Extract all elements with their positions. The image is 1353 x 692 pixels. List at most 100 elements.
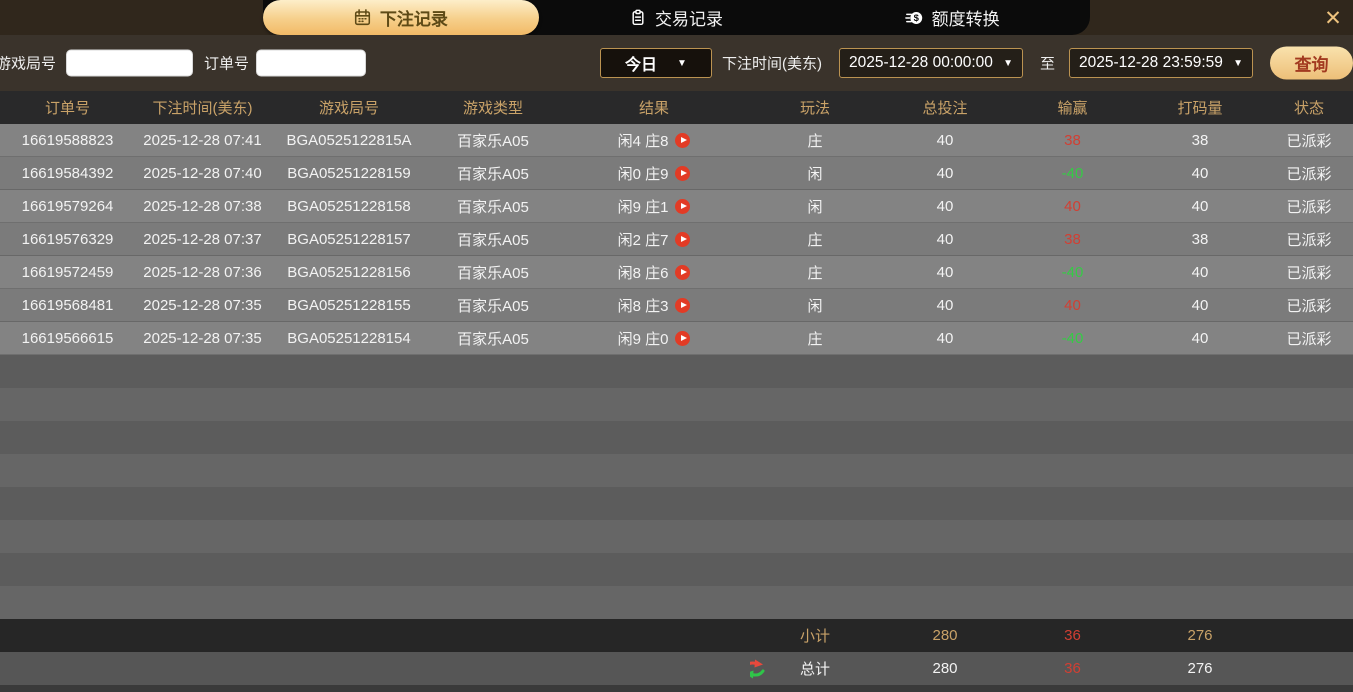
empty-row — [0, 487, 1353, 520]
game-type: 百家乐A05 — [457, 265, 529, 282]
empty-rows — [0, 355, 1353, 619]
play-type: 庄 — [807, 133, 823, 150]
tab-bet-records[interactable]: 下注记录 — [263, 0, 539, 35]
total-bet: 40 — [936, 165, 954, 182]
play-type: 闲 — [807, 166, 823, 183]
empty-row — [0, 355, 1353, 388]
replay-play-icon[interactable] — [675, 166, 691, 181]
order-number: 16619568481 — [21, 297, 114, 314]
chevron-down-icon: ▼ — [1233, 57, 1243, 69]
game-type: 百家乐A05 — [457, 298, 529, 315]
total-total-bet: 280 — [932, 660, 958, 677]
bet-time: 2025-12-28 07:36 — [143, 264, 262, 281]
winloss-value: 38 — [1064, 132, 1081, 149]
game-round: BGA05251228159 — [287, 165, 411, 182]
total-bet: 40 — [936, 297, 954, 314]
order-number: 16619566615 — [21, 330, 114, 347]
start-time-dropdown[interactable]: 2025-12-28 00:00:00 ▼ — [839, 48, 1023, 78]
total-bet: 40 — [936, 330, 954, 347]
result-cell: 闲2 庄7 — [558, 229, 750, 250]
game-round: BGA05251228156 — [287, 264, 411, 281]
turnover: 40 — [1191, 297, 1209, 314]
table-header: 订单号 下注时间(美东) 游戏局号 游戏类型 结果 玩法 总投注 输赢 打码量 状态 — [0, 91, 1353, 124]
result-text: 闲0 庄9 — [617, 166, 669, 183]
table-row: 16619584392 2025-12-28 07:40 BGA0525122815… — [0, 157, 1353, 190]
replay-play-icon[interactable] — [675, 133, 691, 148]
tab-quota-transfer[interactable]: $ 额度转换 — [814, 0, 1090, 35]
order-no-filter-label: 订单号 — [204, 55, 250, 73]
table-row: 16619566615 2025-12-28 07:35 BGA0525122815… — [0, 322, 1353, 355]
svg-text:$: $ — [913, 13, 919, 24]
bottom-strip — [0, 685, 1353, 692]
game-round-input[interactable] — [66, 49, 193, 77]
status: 已派彩 — [1286, 331, 1332, 348]
tab-label: 额度转换 — [931, 10, 1000, 29]
date-preset-value: 今日 — [625, 57, 658, 74]
table-row: 16619576329 2025-12-28 07:37 BGA0525122815… — [0, 223, 1353, 256]
order-number: 16619584392 — [21, 165, 114, 182]
subtotal-label: 小计 — [799, 628, 830, 645]
winloss-value: 40 — [1064, 198, 1081, 215]
tab-label: 交易记录 — [655, 10, 723, 29]
order-number: 16619588823 — [21, 132, 114, 149]
result-text: 闲9 庄1 — [617, 199, 669, 216]
total-row: 总计 280 36 276 — [0, 652, 1353, 685]
column-header: 打码量 — [1177, 100, 1223, 117]
replay-play-icon[interactable] — [675, 298, 691, 313]
game-type: 百家乐A05 — [457, 331, 529, 348]
clipboard-icon — [630, 9, 646, 26]
bet-time: 2025-12-28 07:37 — [143, 231, 262, 248]
status: 已派彩 — [1286, 265, 1332, 282]
result-text: 闲9 庄0 — [617, 331, 669, 348]
bet-time: 2025-12-28 07:35 — [143, 297, 262, 314]
play-type: 庄 — [807, 265, 823, 282]
order-number: 16619576329 — [21, 231, 114, 248]
game-type: 百家乐A05 — [457, 232, 529, 249]
empty-row — [0, 388, 1353, 421]
game-round: BGA0525122815A — [286, 132, 412, 149]
tab-transaction-records[interactable]: 交易记录 — [539, 0, 815, 35]
empty-row — [0, 586, 1353, 619]
order-no-input[interactable] — [256, 49, 366, 77]
end-time-dropdown[interactable]: 2025-12-28 23:59:59 ▼ — [1069, 48, 1253, 78]
total-bet: 40 — [936, 264, 954, 281]
status: 已派彩 — [1286, 133, 1332, 150]
bet-time-filter-label: 下注时间(美东) — [722, 55, 822, 73]
table-row: 16619572459 2025-12-28 07:36 BGA0525122815… — [0, 256, 1353, 289]
end-time-value: 2025-12-28 23:59:59 — [1079, 54, 1223, 71]
column-header: 结果 — [638, 100, 669, 117]
search-button[interactable]: 查询 — [1270, 46, 1353, 80]
result-text: 闲8 庄3 — [617, 298, 669, 315]
play-type: 庄 — [807, 232, 823, 249]
replay-play-icon[interactable] — [675, 232, 691, 247]
empty-row — [0, 454, 1353, 487]
status: 已派彩 — [1286, 199, 1332, 216]
result-text: 闲2 庄7 — [617, 232, 669, 249]
play-type: 庄 — [807, 331, 823, 348]
game-type: 百家乐A05 — [457, 166, 529, 183]
empty-row — [0, 421, 1353, 454]
replay-play-icon[interactable] — [675, 199, 691, 214]
subtotal-total-bet: 280 — [932, 627, 958, 644]
replay-play-icon[interactable] — [675, 265, 691, 280]
table-row: 16619579264 2025-12-28 07:38 BGA0525122815… — [0, 190, 1353, 223]
table-row: 16619568481 2025-12-28 07:35 BGA0525122815… — [0, 289, 1353, 322]
start-time-value: 2025-12-28 00:00:00 — [849, 54, 993, 71]
coin-transfer-icon: $ — [904, 9, 923, 27]
bet-time: 2025-12-28 07:41 — [143, 132, 262, 149]
to-label: 至 — [1040, 55, 1056, 73]
date-preset-dropdown[interactable]: 今日 ▼ — [600, 48, 712, 78]
replay-play-icon[interactable] — [675, 331, 691, 346]
tab-label: 下注记录 — [379, 10, 448, 29]
turnover: 38 — [1191, 132, 1209, 149]
game-round: BGA05251228158 — [287, 198, 411, 215]
close-icon[interactable]: ✕ — [1324, 6, 1342, 30]
total-label-cell: 总计 — [750, 658, 880, 679]
order-number: 16619579264 — [21, 198, 114, 215]
top-tab-strip: 下注记录 交易记录 $ — [0, 0, 1353, 35]
swap-icon[interactable] — [750, 658, 766, 679]
table-row: 16619588823 2025-12-28 07:41 BGA0525122815… — [0, 124, 1353, 157]
winloss-value: -40 — [1061, 165, 1084, 182]
column-header: 游戏局号 — [318, 100, 379, 117]
column-header: 输赢 — [1057, 100, 1088, 117]
